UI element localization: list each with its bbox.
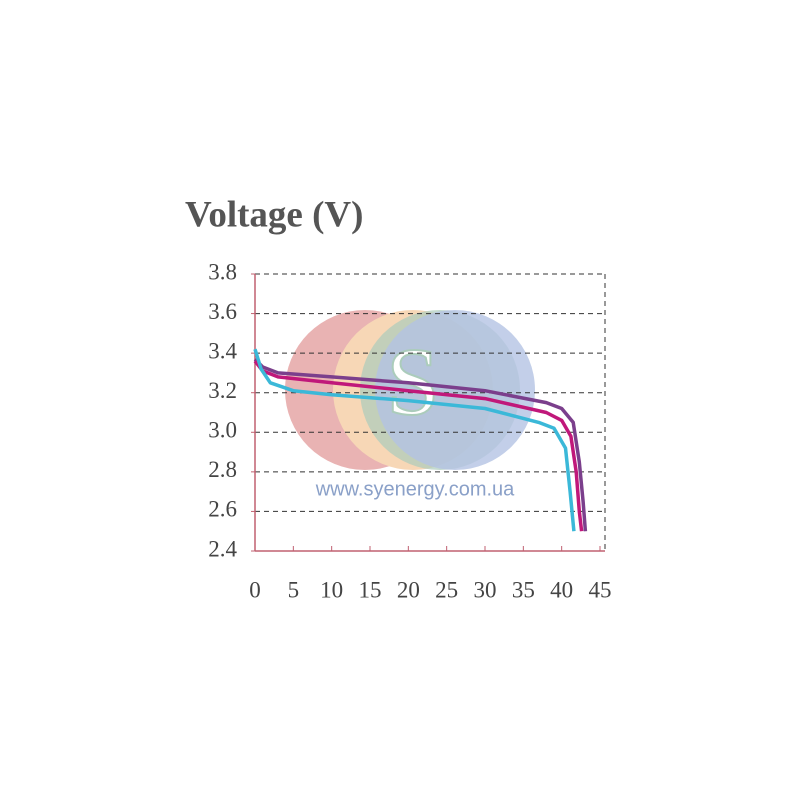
y-tick-label: 2.8: [208, 457, 237, 482]
y-tick-label: 3.2: [208, 378, 237, 403]
x-tick-label: 25: [435, 577, 458, 602]
y-tick-label: 3.8: [208, 259, 237, 284]
x-tick-label: 20: [397, 577, 420, 602]
y-tick-label: 3.4: [208, 338, 237, 363]
chart-title: Voltage (V): [185, 194, 363, 235]
x-tick-label: 30: [474, 577, 497, 602]
series-line: [253, 360, 584, 532]
y-tick-label: 3.0: [208, 418, 237, 443]
series-line: [253, 357, 588, 532]
x-tick-label: 15: [359, 577, 382, 602]
x-tick-label: 35: [512, 577, 535, 602]
y-tick-label: 2.4: [208, 536, 237, 561]
x-tick-label: 0: [249, 577, 261, 602]
series-line: [253, 348, 576, 532]
watermark: www.syenergy.com.ua: [315, 478, 515, 500]
x-tick-label: 10: [320, 577, 343, 602]
x-tick-label: 40: [550, 577, 573, 602]
x-tick-label: 5: [288, 577, 300, 602]
y-tick-label: 2.6: [208, 497, 237, 522]
y-tick-label: 3.6: [208, 299, 237, 324]
x-tick-label: 45: [589, 577, 612, 602]
